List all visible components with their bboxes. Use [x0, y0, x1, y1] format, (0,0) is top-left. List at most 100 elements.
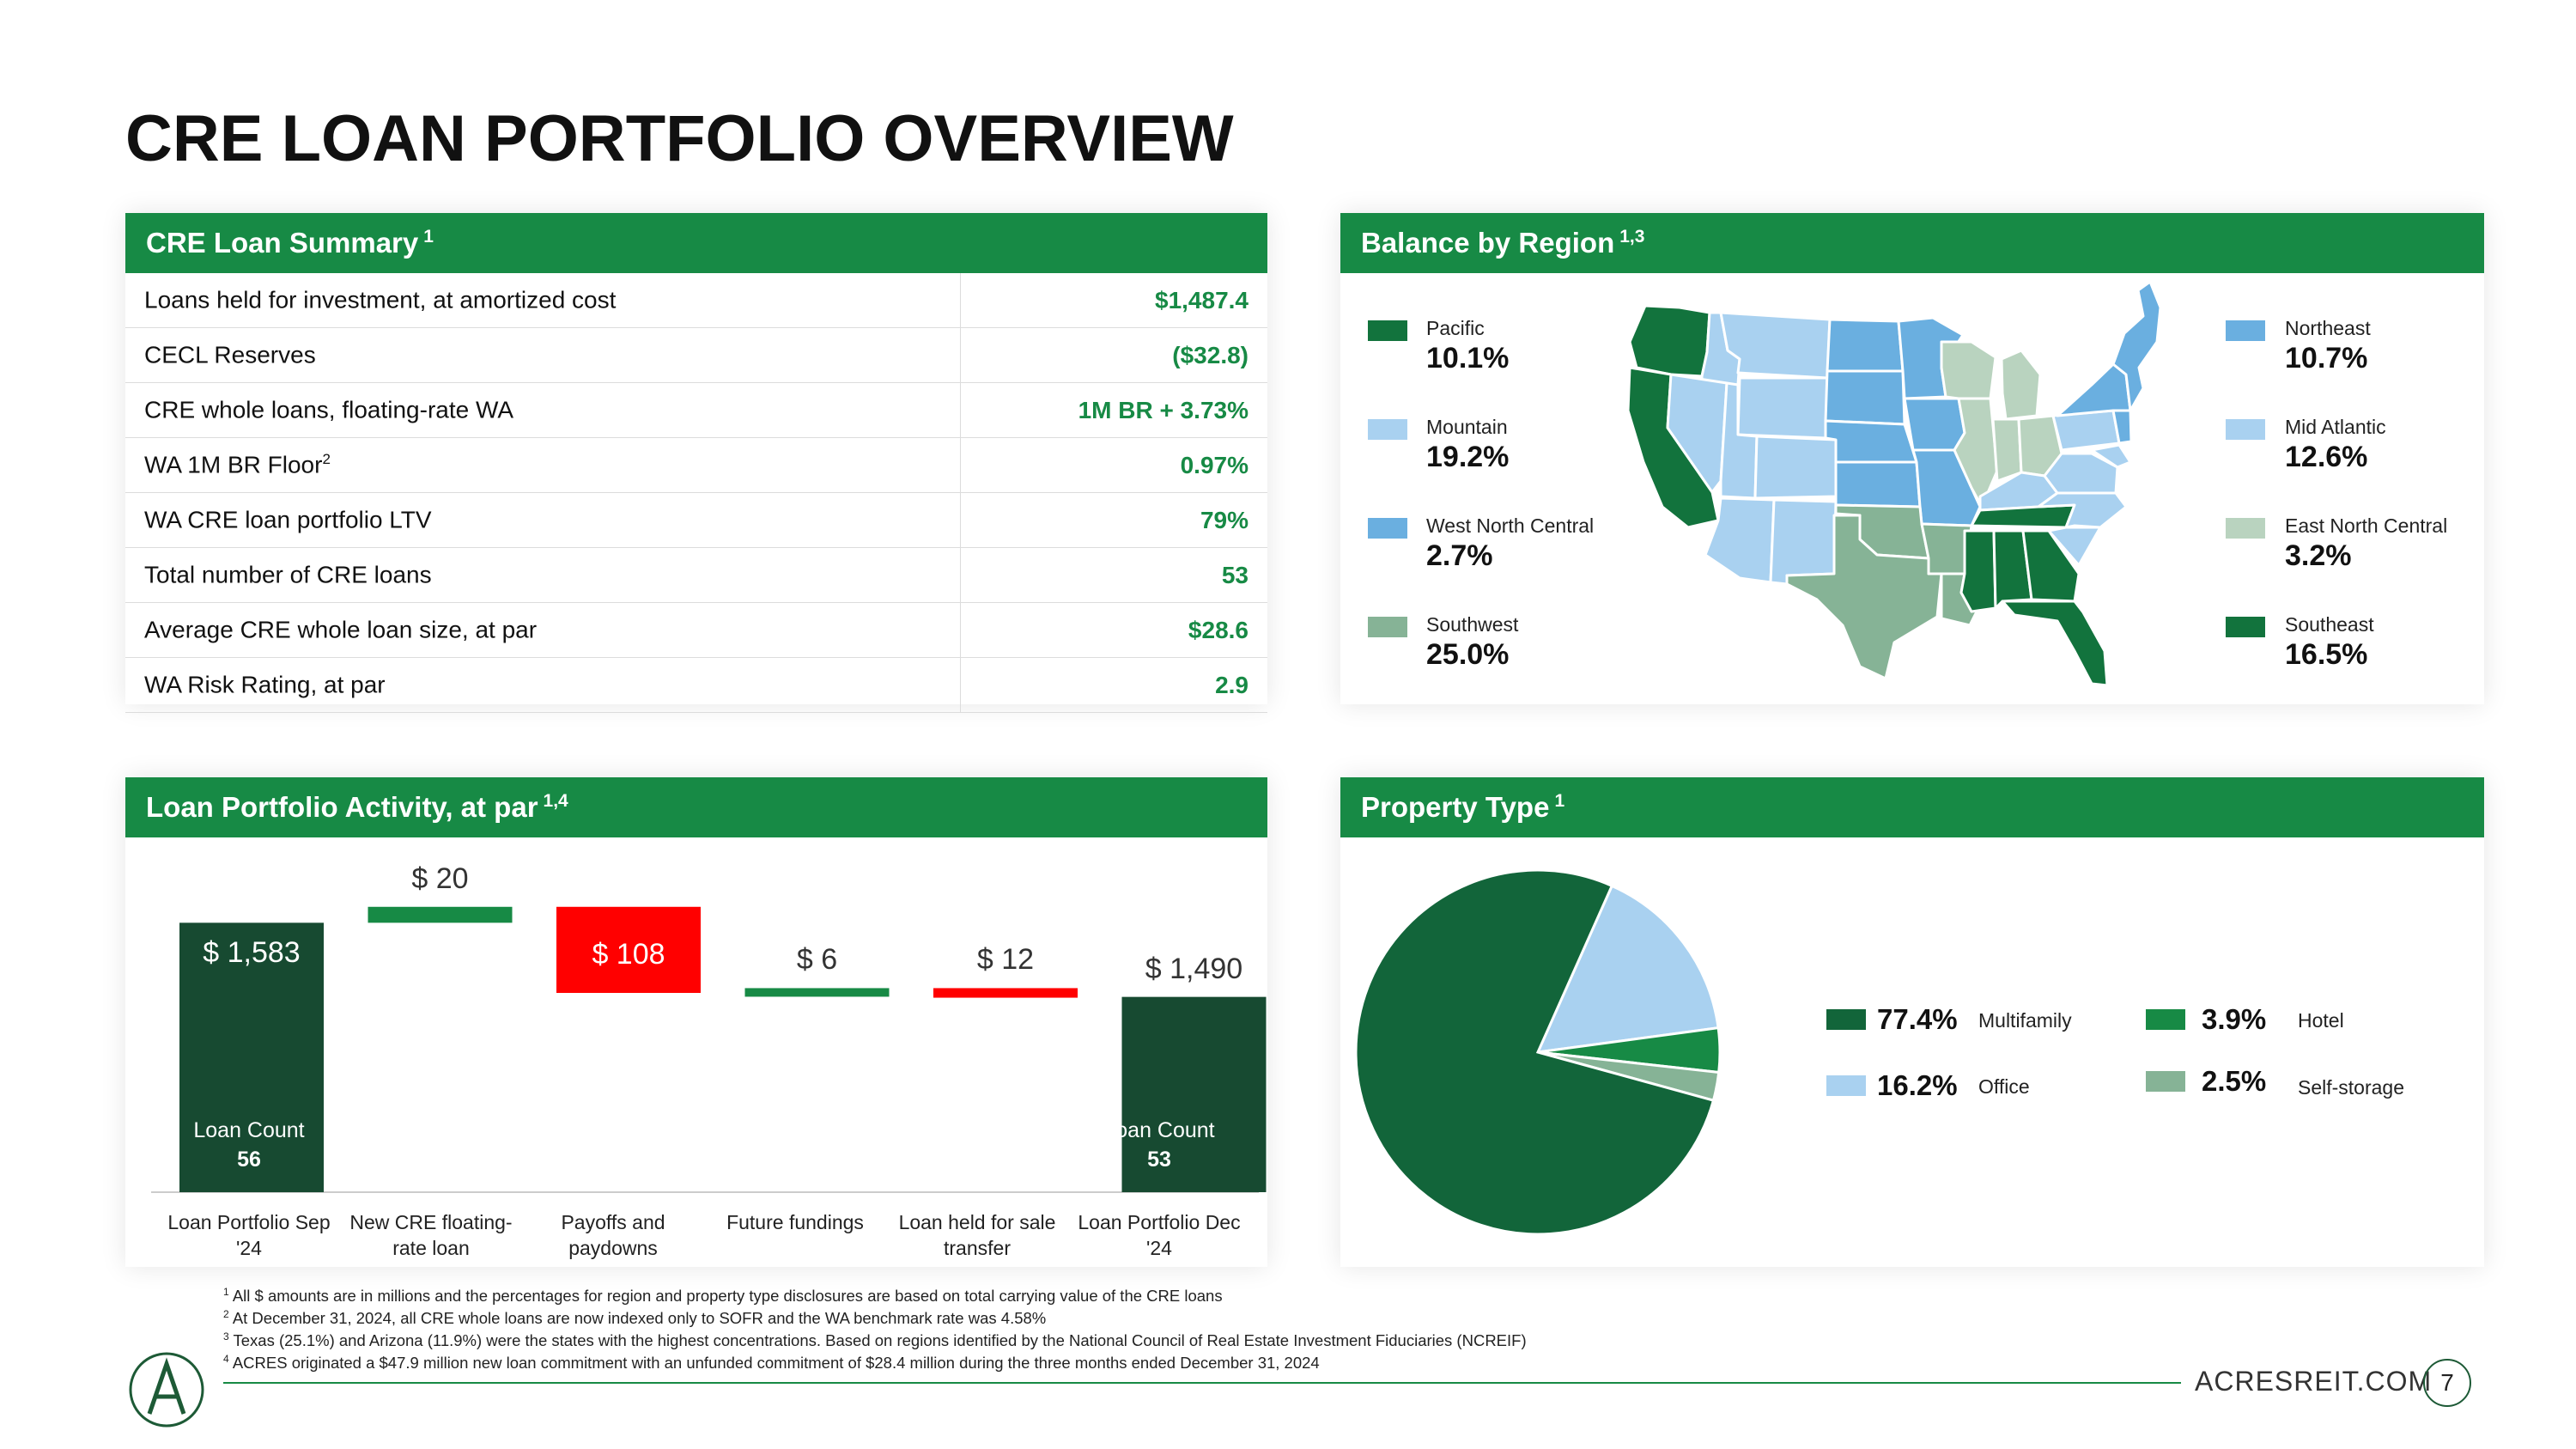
waterfall-bar-label: $ 1,583: [203, 936, 301, 970]
property-name-self-storage: Self-storage: [2298, 1076, 2405, 1099]
map-new-york: [2056, 362, 2132, 417]
legend-swatch-northeast: [2226, 320, 2265, 341]
map-maryland-delaware: [2090, 443, 2132, 469]
footer-website[interactable]: ACRESREIT.COM: [2195, 1366, 2433, 1397]
property-swatch-multifamily: [1826, 1009, 1866, 1030]
footer-rule: [223, 1382, 2181, 1384]
legend-value-west-north-central: 2.7%: [1426, 539, 1493, 572]
waterfall-bar-label: $ 12: [976, 943, 1035, 977]
legend-swatch-mountain: [1368, 419, 1407, 440]
page-number: 7: [2423, 1359, 2471, 1407]
summary-row: WA CRE loan portfolio LTV 79%: [125, 492, 1267, 548]
end-loan-count: 53: [1147, 1148, 1171, 1172]
loan-summary-panel: CRE Loan Summary 1 Loans held for investm…: [125, 213, 1267, 713]
map-south-dakota: [1824, 369, 1906, 426]
waterfall-bar: [179, 922, 324, 1192]
map-wyoming: [1736, 376, 1829, 440]
activity-note: 1,4: [543, 791, 568, 811]
legend-value-southwest: 25.0%: [1426, 638, 1510, 671]
summary-label: Loans held for investment, at amortized …: [125, 273, 961, 328]
start-loan-count: 56: [237, 1148, 261, 1172]
legend-value-mid-atlantic: 12.6%: [2285, 441, 2368, 473]
summary-label: WA 1M BR Floor2: [125, 437, 961, 493]
legend-value-east-north-central: 3.2%: [2285, 539, 2352, 572]
acres-logo: [129, 1352, 204, 1428]
legend-value-mountain: 19.2%: [1426, 441, 1510, 473]
property-header: Property Type 1: [1340, 777, 2484, 837]
legend-swatch-southeast: [2226, 617, 2265, 637]
map-illinois: [1953, 397, 1999, 508]
loan-summary-table: Loans held for investment, at amortized …: [125, 273, 1267, 713]
x-category-future-fundings: Future fundings: [726, 1211, 864, 1233]
property-pie-chart: [1354, 868, 1722, 1236]
summary-value: ($32.8): [960, 327, 1267, 383]
property-value-self-storage: 2.5%: [2202, 1065, 2267, 1097]
property-name-multifamily: Multifamily: [1978, 1009, 2072, 1032]
page-title: CRE LOAN PORTFOLIO OVERVIEW: [125, 102, 1234, 175]
map-indiana: [1991, 417, 2023, 483]
end-loan-count-label: Loan Count: [1103, 1118, 1215, 1142]
waterfall-bar-label: $ 1,490: [1145, 952, 1243, 985]
pie-slice-office: [1535, 884, 1720, 1054]
summary-row: WA 1M BR Floor2 0.97%: [125, 437, 1267, 493]
map-iowa: [1903, 397, 1966, 452]
start-loan-count-label: Loan Count: [193, 1118, 305, 1142]
footnote-4: 4 ACRES originated a $47.9 million new l…: [223, 1353, 1320, 1373]
legend-name-southwest: Southwest: [1426, 613, 1519, 636]
x-category-held-for-sale: Loan held for sale transfer: [898, 1211, 1056, 1259]
map-nevada: [1666, 373, 1728, 494]
legend-swatch-pacific: [1368, 320, 1407, 341]
legend-name-mid-atlantic: Mid Atlantic: [2285, 416, 2386, 438]
summary-label: WA CRE loan portfolio LTV: [125, 492, 961, 548]
x-category-sep-24: Loan Portfolio Sep '24: [167, 1211, 331, 1259]
loan-summary-note: 1: [423, 227, 434, 247]
map-south-carolina: [2047, 526, 2102, 567]
map-florida: [2001, 600, 2109, 687]
map-new-jersey: [2111, 409, 2133, 445]
legend-swatch-west-north-central: [1368, 518, 1407, 539]
property-panel: Property Type 1 77.4% Multifamily 16.2% O…: [1340, 777, 2484, 1267]
region-title: Balance by Region: [1361, 227, 1615, 259]
summary-value: $1,487.4: [960, 273, 1267, 328]
waterfall-bar: [933, 988, 1078, 998]
legend-value-southeast: 16.5%: [2285, 638, 2368, 671]
map-nebraska: [1824, 419, 1918, 464]
summary-value: 2.9: [960, 657, 1267, 713]
property-name-hotel: Hotel: [2298, 1009, 2344, 1032]
summary-label: Total number of CRE loans: [125, 547, 961, 603]
footnote-1: 1 All $ amounts are in millions and the …: [223, 1286, 1223, 1306]
map-mississippi: [1959, 529, 1997, 613]
legend-swatch-east-north-central: [2226, 518, 2265, 539]
legend-name-northeast: Northeast: [2285, 317, 2371, 339]
waterfall-bar-label: $ 6: [796, 943, 838, 977]
region-header: Balance by Region 1,3: [1340, 213, 2484, 273]
map-georgia: [2021, 529, 2081, 603]
summary-value: 79%: [960, 492, 1267, 548]
summary-row: WA Risk Rating, at par 2.9: [125, 657, 1267, 713]
map-wisconsin: [1940, 340, 1997, 400]
property-value-multifamily: 77.4%: [1877, 1003, 1958, 1035]
summary-label: WA Risk Rating, at par: [125, 657, 961, 713]
legend-value-pacific: 10.1%: [1426, 342, 1510, 374]
us-region-map: [1626, 282, 2160, 687]
waterfall-chart: [151, 906, 1267, 1193]
summary-value: 53: [960, 547, 1267, 603]
summary-row: Loans held for investment, at amortized …: [125, 273, 1267, 328]
map-kansas: [1834, 460, 1922, 508]
summary-row: CECL Reserves ($32.8): [125, 327, 1267, 383]
footnote-3: 3 Texas (25.1%) and Arizona (11.9%) were…: [223, 1330, 1527, 1350]
x-category-payoffs: Payoffs and paydowns: [561, 1211, 665, 1259]
region-note: 1,3: [1619, 227, 1645, 247]
x-category-new-loan: New CRE floating-rate loan: [349, 1211, 513, 1259]
summary-value: 1M BR + 3.73%: [960, 382, 1267, 438]
region-panel: Balance by Region 1,3 Pacific 10.1% Mount…: [1340, 213, 2484, 704]
x-category-dec-24: Loan Portfolio Dec '24: [1078, 1211, 1241, 1259]
activity-header: Loan Portfolio Activity, at par 1,4: [125, 777, 1267, 837]
summary-label: CRE whole loans, floating-rate WA: [125, 382, 961, 438]
summary-value: 0.97%: [960, 437, 1267, 493]
legend-swatch-mid-atlantic: [2226, 419, 2265, 440]
waterfall-bar: [556, 906, 701, 993]
pie-slice-multifamily: [1354, 868, 1716, 1236]
legend-name-pacific: Pacific: [1426, 317, 1485, 339]
activity-title: Loan Portfolio Activity, at par: [146, 791, 538, 823]
